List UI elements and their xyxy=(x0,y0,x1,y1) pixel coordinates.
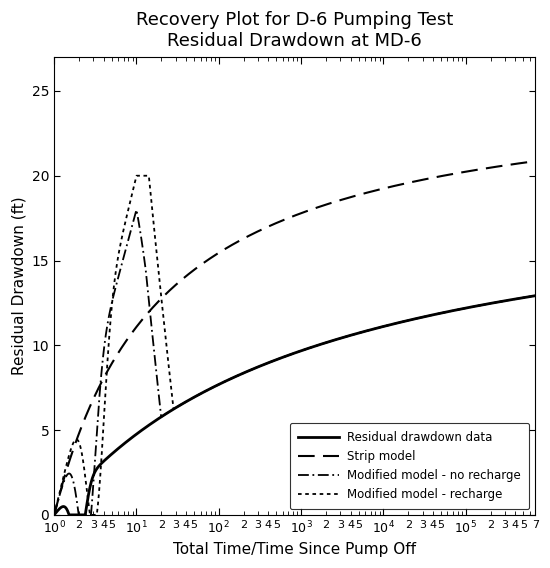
Modified model - recharge xyxy=(408,316,414,323)
Modified model - no recharge xyxy=(356,329,363,336)
Strip model xyxy=(336,197,342,204)
Modified model - no recharge xyxy=(433,311,440,318)
Modified model - recharge xyxy=(87,511,94,518)
Modified model - no recharge xyxy=(133,206,140,213)
Residual drawdown data xyxy=(433,311,440,318)
Residual drawdown data xyxy=(356,329,363,336)
Modified model - recharge xyxy=(225,377,232,383)
Legend: Residual drawdown data, Strip model, Modified model - no recharge, Modified mode: Residual drawdown data, Strip model, Mod… xyxy=(289,423,530,509)
Modified model - no recharge xyxy=(408,316,414,323)
Strip model xyxy=(433,174,440,181)
Modified model - no recharge xyxy=(51,511,57,518)
Modified model - recharge xyxy=(433,311,440,318)
Strip model xyxy=(51,511,57,518)
Modified model - recharge xyxy=(336,335,342,342)
Strip model xyxy=(356,191,363,198)
Residual drawdown data xyxy=(51,511,57,518)
Modified model - recharge xyxy=(133,172,140,179)
Modified model - recharge xyxy=(532,293,538,299)
Modified model - recharge xyxy=(51,511,57,518)
Residual drawdown data xyxy=(532,293,538,299)
Modified model - no recharge xyxy=(336,335,342,342)
Strip model xyxy=(75,432,81,438)
Line: Modified model - no recharge: Modified model - no recharge xyxy=(54,210,535,515)
Y-axis label: Residual Drawdown (ft): Residual Drawdown (ft) xyxy=(11,197,26,375)
Title: Recovery Plot for D-6 Pumping Test
Residual Drawdown at MD-6: Recovery Plot for D-6 Pumping Test Resid… xyxy=(136,11,453,50)
Residual drawdown data xyxy=(75,511,81,518)
Residual drawdown data xyxy=(336,335,342,342)
Line: Strip model: Strip model xyxy=(54,161,535,515)
Modified model - no recharge xyxy=(75,508,81,515)
Modified model - no recharge xyxy=(532,293,538,299)
Modified model - no recharge xyxy=(225,377,232,383)
Line: Residual drawdown data: Residual drawdown data xyxy=(54,296,535,515)
Residual drawdown data xyxy=(225,377,232,383)
Modified model - recharge xyxy=(75,437,81,444)
Residual drawdown data xyxy=(408,316,414,323)
Line: Modified model - recharge: Modified model - recharge xyxy=(54,176,535,515)
Modified model - recharge xyxy=(357,329,364,336)
X-axis label: Total Time/Time Since Pump Off: Total Time/Time Since Pump Off xyxy=(173,542,416,557)
Strip model xyxy=(408,179,414,186)
Strip model xyxy=(225,244,232,250)
Strip model xyxy=(532,158,538,165)
